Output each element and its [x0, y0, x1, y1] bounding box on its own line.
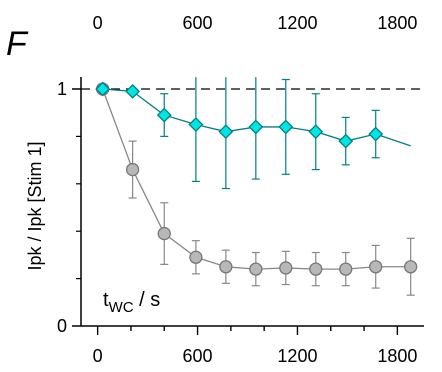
series-diamond [95, 77, 411, 190]
data-point [368, 126, 384, 142]
data-point [125, 83, 141, 99]
x-annotation-rest: / s [134, 289, 161, 311]
axes [80, 77, 424, 327]
data-point [309, 262, 323, 276]
panel-letter: F [6, 25, 29, 63]
data-point [157, 226, 171, 241]
series-layer [95, 77, 418, 296]
y-tick-label: 1 [57, 79, 67, 99]
x-annotation-main: t [103, 289, 109, 311]
data-point [125, 162, 140, 177]
top-tick-label: 0 [93, 13, 103, 33]
data-point [219, 260, 233, 274]
series-line [102, 88, 411, 147]
data-point [249, 262, 263, 276]
data-point [218, 124, 234, 140]
series-circle [95, 82, 418, 296]
data-point [95, 81, 111, 97]
data-point [189, 250, 203, 264]
data-point [279, 261, 293, 275]
top-axis-labels: 0 600 1200 1800 [93, 13, 418, 33]
x-ticks: 0 600 1200 1800 [93, 326, 417, 366]
data-point [339, 262, 353, 276]
data-point [156, 107, 172, 123]
data-point [278, 119, 294, 135]
x-tick-label: 0 [93, 346, 103, 366]
x-tick-label: 600 [183, 346, 213, 366]
y-ticks: 01 [57, 79, 81, 336]
top-tick-label: 600 [183, 13, 213, 33]
data-point [188, 117, 204, 132]
x-tick-label: 1200 [277, 346, 317, 366]
y-tick-label: 0 [57, 316, 67, 336]
top-tick-label: 1200 [277, 13, 317, 33]
y-axis-label: Ipk / Ipk [Stim 1] [25, 141, 45, 270]
data-point [248, 119, 264, 135]
x-annotation-sub: WC [109, 299, 134, 316]
top-tick-label: 1800 [377, 13, 417, 33]
data-point [308, 124, 324, 140]
data-point [369, 260, 383, 274]
data-point [404, 260, 418, 274]
data-point [338, 133, 354, 149]
x-axis-annotation: tWC / s [103, 289, 160, 316]
x-tick-label: 1800 [377, 346, 417, 366]
